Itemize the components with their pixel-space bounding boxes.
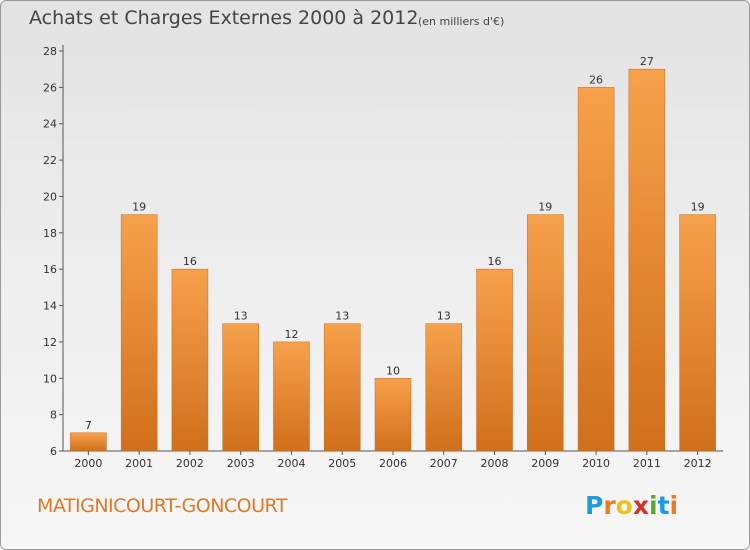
x-tick-label: 2012 [684,457,712,470]
commune-name: MATIGNICOURT-GONCOURT [37,495,287,517]
value-label: 19 [538,201,552,214]
y-tick-label: 20 [43,190,57,203]
bar [476,268,513,452]
logo-letter: o [615,491,633,520]
y-tick-label: 16 [43,263,57,276]
value-label: 12 [284,328,298,341]
value-label: 26 [589,73,603,86]
y-tick-label: 8 [50,409,57,422]
value-label: 19 [132,201,146,214]
value-label: 27 [640,55,654,68]
y-tick-label: 10 [43,372,57,385]
value-label: 16 [488,255,502,268]
value-label: 7 [85,419,92,432]
bar [120,214,158,452]
y-tick-label: 24 [43,118,57,131]
x-tick-label: 2009 [531,457,559,470]
value-label: 13 [335,310,349,323]
bar [70,432,107,452]
x-tick-label: 2001 [125,457,153,470]
value-label: 16 [183,255,197,268]
bar [323,323,361,452]
logo-letter: x [632,491,649,520]
bar [222,323,259,452]
chart-title: Achats et Charges Externes 2000 à 2012 [29,7,419,29]
y-tick-label: 26 [43,81,57,94]
bar [171,268,209,452]
y-tick-label: 22 [43,154,57,167]
x-tick-label: 2006 [379,457,407,470]
x-tick-label: 2000 [74,457,102,470]
bar [374,378,412,452]
bar [628,68,666,452]
x-tick-label: 2007 [430,457,458,470]
logo-letter: t [657,491,670,520]
proxiti-logo: Proxiti [585,491,678,520]
bar [273,341,310,452]
x-tick-label: 2004 [277,457,305,470]
value-label: 10 [386,364,400,377]
y-tick-label: 12 [43,336,57,349]
y-tick-label: 18 [43,227,57,240]
x-tick-label: 2011 [633,457,661,470]
logo-letter: i [669,491,679,520]
bar [679,214,716,452]
value-label: 19 [691,201,705,214]
logo-letter: r [603,491,616,520]
x-tick-label: 2010 [582,457,610,470]
bar [425,323,463,452]
bar [577,87,615,452]
x-tick-label: 2008 [481,457,509,470]
x-tick-label: 2005 [328,457,356,470]
bar [527,214,564,452]
logo-letter: P [585,491,604,520]
y-tick-label: 6 [50,445,57,458]
y-tick-label: 14 [43,300,57,313]
y-tick-label: 28 [43,45,57,58]
x-tick-label: 2003 [227,457,255,470]
unit-label: (en milliers d'€) [418,15,505,28]
value-label: 13 [234,310,248,323]
value-label: 13 [437,310,451,323]
logo-letter: i [649,491,658,520]
x-tick-label: 2002 [176,457,204,470]
